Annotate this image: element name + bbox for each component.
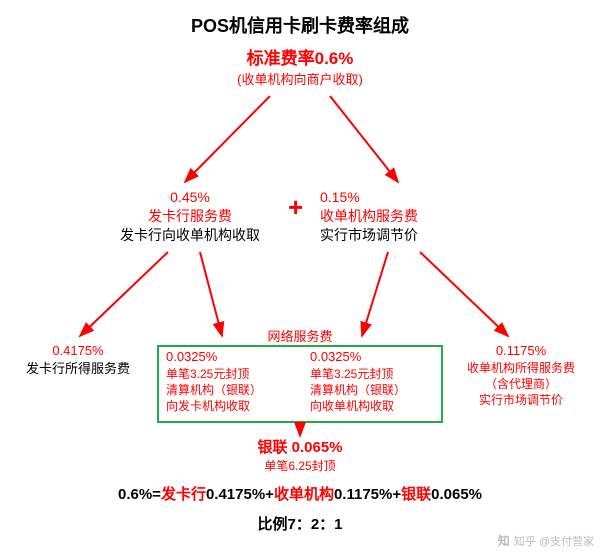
- watermark: 知 知乎 @支付营家: [498, 532, 594, 549]
- arrow: [330, 96, 398, 182]
- arrow: [185, 96, 270, 182]
- arrows-layer: [0, 0, 600, 555]
- watermark-text: 知乎 @支付营家: [514, 533, 594, 549]
- zhihu-icon: 知: [498, 532, 510, 549]
- arrow: [362, 252, 388, 336]
- arrow: [420, 252, 508, 336]
- arrow: [80, 252, 168, 336]
- arrow: [200, 252, 222, 336]
